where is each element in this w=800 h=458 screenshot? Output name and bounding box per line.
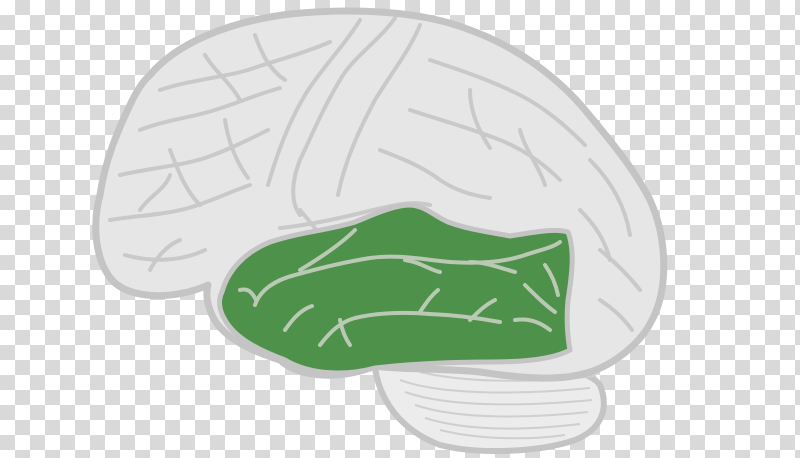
temporal-lobe-highlight [217,202,575,376]
